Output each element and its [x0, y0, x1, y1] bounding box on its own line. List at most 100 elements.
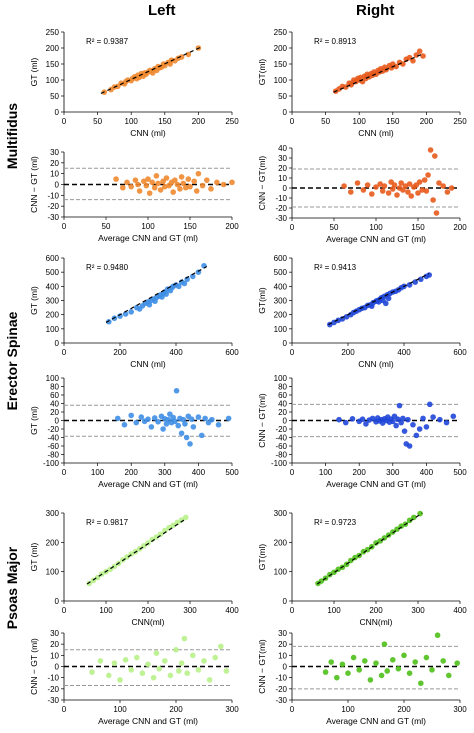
pm-right-scatter-point: [327, 571, 333, 578]
mf-right-scatter-y-tick-label: 250: [274, 28, 288, 37]
es-left-scatter-y-tick-label: 500: [46, 268, 60, 277]
mf-right-ba-point: [408, 193, 415, 199]
pm-left-scatter-x-tick-label: 0: [62, 606, 67, 615]
mf-left-ba-point: [136, 188, 143, 194]
mf-left-ba-point: [187, 183, 193, 190]
es-left-scatter-point: [128, 309, 134, 315]
pm-right-ba-point: [406, 670, 413, 676]
pm-left-scatter-y-tick-label: 300: [46, 509, 60, 518]
es-left-ba-point: [151, 415, 158, 421]
es-right-ba-y-tick-label: -60: [275, 442, 287, 451]
pm-left-ba-y-tick-label: -10: [47, 674, 59, 683]
mf-left-ba-point: [155, 180, 161, 187]
pm-right-ba-point: [429, 667, 435, 673]
pm-left-scatter-r2-annotation: R² = 0.9817: [86, 518, 129, 527]
pm-left-ba-point: [106, 672, 112, 679]
mf-right-ba-point: [405, 189, 411, 195]
pm-right-ba-y-tick-label: -30: [275, 696, 287, 705]
pm-left-scatter-y-tick-label: 0: [55, 597, 60, 606]
pm-right-ba-point: [356, 667, 363, 673]
es-right-ba-x-tick-label: 300: [386, 468, 400, 477]
pm-left-scatter-x-tick-label: 200: [141, 606, 155, 615]
mf-left-scatter-x-tick-label: 250: [225, 117, 239, 126]
es-left-scatter-y-tick-label: 0: [55, 339, 60, 348]
mf-right-scatter-y-tick-label: 150: [274, 60, 288, 69]
mf-left-scatter-y-tick-label: 150: [46, 60, 60, 69]
pm-right-scatter-y-tick-label: 200: [274, 538, 288, 547]
pm-right-ba-x-axis-label: Average CNN and GT (ml): [326, 716, 426, 726]
pm-right-ba-point: [339, 661, 346, 668]
es-left-scatter-point: [106, 318, 112, 325]
es-right-ba-point: [363, 421, 369, 427]
mf-right-ba-point: [341, 183, 347, 189]
pm-left-scatter-x-tick-label: 400: [225, 606, 239, 615]
mf-left-ba-point: [135, 181, 141, 188]
es-left-ba-x-tick-label: 100: [91, 468, 105, 477]
es-left-ba-chart: 0 100 200 300 400 500-100-80-60-40-2002040608…: [29, 374, 239, 489]
mf-right-ba-x-tick-label: 200: [453, 223, 467, 232]
mf-left-ba-point: [180, 180, 187, 187]
mf-right-ba-point: [432, 153, 438, 159]
es-right-scatter-point: [343, 313, 350, 320]
pm-right-ba-point: [454, 660, 461, 666]
es-left-ba-y-tick-label: 40: [50, 400, 59, 409]
mf-left-scatter-point: [149, 70, 156, 76]
mf-left-ba-point: [151, 184, 158, 191]
pm-right-scatter-point: [406, 517, 413, 524]
pm-right-scatter-point: [348, 557, 354, 564]
pm-right-scatter-y-tick-label: 300: [274, 509, 288, 518]
es-left-ba-point: [128, 412, 134, 419]
mf-left-ba-x-tick-label: 200: [225, 222, 239, 231]
pm-left-ba-point: [201, 658, 207, 664]
mf-left-ba-point: [124, 179, 130, 186]
pm-left-ba-point: [89, 669, 95, 675]
pm-right-ba-x-tick-label: 100: [341, 705, 355, 714]
mf-right-ba-point: [416, 179, 423, 185]
mf-left-ba-x-tick-label: 100: [141, 222, 155, 231]
pm-left-ba-y-tick-label: 30: [50, 629, 59, 638]
mf-right-scatter-r2-annotation: R² = 0.8913: [314, 37, 357, 46]
es-right-scatter-point: [406, 282, 413, 288]
pm-right-ba-point: [362, 658, 368, 664]
pm-left-ba-point: [134, 654, 140, 661]
pm-left-ba-x-tick-label: 200: [169, 705, 183, 714]
es-left-ba-point: [225, 415, 232, 422]
es-left-ba-point: [160, 426, 166, 432]
mf-right-ba-point: [398, 180, 405, 186]
es-left-scatter-point: [146, 301, 153, 308]
mf-right-scatter-x-tick-label: 0: [290, 117, 295, 126]
es-right-ba-y-axis-label: CNN − GT(ml): [257, 393, 267, 448]
mf-right-ba-x-axis-label: Average CNN and GT (ml): [326, 234, 426, 244]
pm-right-ba-point: [395, 665, 402, 672]
mf-right-scatter-fit-line: [333, 53, 424, 93]
mf-left-scatter-y-tick-label: 100: [46, 76, 60, 85]
es-left-ba-point: [187, 441, 193, 447]
es-left-scatter-y-tick-label: 400: [46, 282, 60, 291]
mf-right-ba-point: [360, 187, 367, 193]
es-right-scatter-y-tick-label: 100: [274, 325, 288, 334]
mf-left-scatter-x-tick-label: 50: [93, 117, 102, 126]
es-left-scatter-fit-line: [105, 265, 208, 323]
mf-left-ba-point: [214, 179, 220, 186]
pm-right-ba-point: [423, 654, 430, 661]
mf-right-ba-y-tick-label: 0: [283, 184, 288, 193]
es-right-scatter-x-tick-label: 600: [453, 348, 467, 357]
es-left-ba-y-tick-label: -60: [47, 442, 59, 451]
pm-right-ba-y-tick-label: 30: [278, 629, 287, 638]
pm-right-scatter-x-tick-label: 100: [327, 606, 341, 615]
es-left-ba-point: [133, 419, 140, 426]
es-left-ba-point: [114, 415, 121, 422]
mf-right-ba-y-axis-label: CNN − GT(ml): [257, 156, 267, 211]
es-right-ba-y-tick-label: -40: [275, 434, 287, 443]
pm-left-ba-point: [117, 677, 123, 683]
pm-left-scatter-point: [174, 519, 181, 526]
es-right-ba-y-tick-label: 40: [278, 400, 287, 409]
mf-right-scatter-point: [416, 48, 423, 54]
pm-right-scatter-x-tick-label: 400: [453, 606, 467, 615]
es-right-ba-point: [430, 414, 436, 420]
mf-left-ba-point: [157, 187, 164, 193]
pm-right-ba-point: [334, 674, 340, 681]
mf-right-ba-point: [402, 183, 409, 189]
mf-right-ba-point: [423, 188, 430, 194]
es-left-ba-point: [209, 416, 215, 423]
